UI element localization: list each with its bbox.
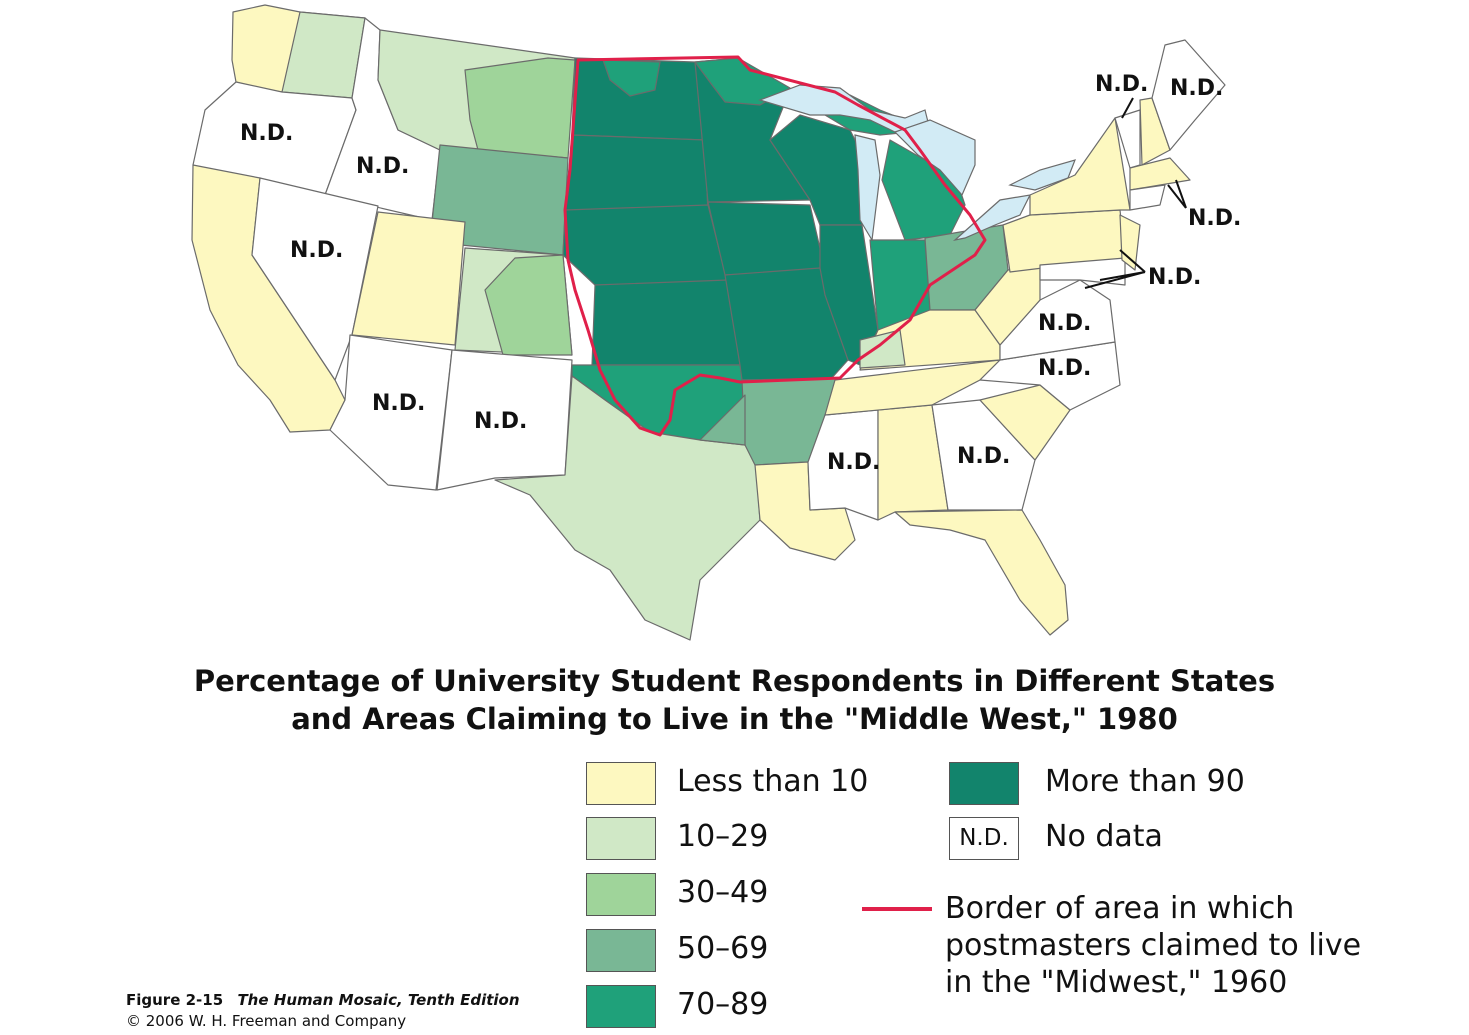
nd-label-north-carolina: N.D.	[1038, 356, 1091, 381]
state-maine	[1151, 39, 1226, 151]
state-nebraska	[562, 204, 729, 286]
nd-label-connecticut-ri: N.D.	[1188, 206, 1241, 231]
lake-ontario	[1008, 159, 1076, 191]
legend-swatch-more-90	[949, 762, 1019, 805]
state-colorado-east	[484, 254, 573, 356]
legend-label-50-69: 50–69	[677, 931, 769, 966]
state-connecticut	[1129, 184, 1166, 211]
nd-label-oregon: N.D.	[240, 121, 293, 146]
legend-swatch-less-10	[586, 762, 656, 805]
state-nevada	[251, 177, 379, 381]
legend-label-10-29: 10–29	[677, 819, 769, 854]
nd-label-idaho: N.D.	[356, 154, 409, 179]
state-massachusetts	[1129, 157, 1191, 191]
nd-label-georgia: N.D.	[957, 444, 1010, 469]
us-map: N.D. N.D. N.D. N.D. N.D. N.D. N.D. N.D. …	[191, 4, 1241, 641]
state-iowa	[707, 201, 826, 276]
legend-label-30-49: 30–49	[677, 875, 769, 910]
lake-huron	[893, 119, 976, 197]
legend-swatch-10-29	[586, 817, 656, 860]
legend-line-border	[862, 907, 932, 911]
nd-label-new-mexico: N.D.	[474, 409, 527, 434]
state-georgia	[931, 399, 1036, 511]
nd-label-mississippi: N.D.	[827, 450, 880, 475]
nd-label-arizona: N.D.	[372, 391, 425, 416]
nd-label-vermont: N.D.	[1095, 72, 1148, 97]
state-arkansas-west	[699, 394, 746, 446]
legend-swatch-30-49	[586, 873, 656, 916]
state-north-dakota-west	[602, 59, 661, 97]
map-title-line-1: Percentage of University Student Respond…	[193, 664, 1276, 698]
state-texas	[494, 375, 761, 641]
legend-label-less-10: Less than 10	[677, 764, 869, 799]
figure-label: Figure 2-15	[126, 991, 224, 1009]
midwest-1960-border	[563, 55, 987, 437]
lake-michigan	[854, 134, 881, 242]
legend-label-no-data: No data	[1045, 819, 1163, 854]
state-florida	[894, 509, 1069, 636]
figure-caption: Figure 2-15 The Human Mosaic, Tenth Edit…	[126, 991, 520, 1009]
legend-label-more-90: More than 90	[1045, 764, 1245, 799]
state-kansas	[591, 279, 741, 366]
map-title-line-2: and Areas Claiming to Live in the "Middl…	[291, 702, 1178, 736]
state-tennessee	[824, 359, 1001, 416]
nd-label-nevada: N.D.	[290, 238, 343, 263]
legend-swatch-70-89	[586, 985, 656, 1028]
leader-ct-ri	[1167, 179, 1187, 209]
legend-swatch-50-69	[586, 929, 656, 972]
nd-label-maryland-delaware: N.D.	[1148, 265, 1201, 290]
copyright: © 2006 W. H. Freeman and Company	[126, 1012, 407, 1030]
state-montana-east	[464, 57, 576, 159]
state-south-dakota	[564, 134, 709, 216]
leader-vermont	[1121, 97, 1134, 119]
legend-label-70-89: 70–89	[677, 987, 769, 1022]
state-new-york	[1029, 117, 1131, 216]
legend-swatch-no-data: N.D.	[949, 817, 1019, 860]
leader-md-de	[1084, 249, 1146, 289]
lake-erie	[952, 194, 1032, 242]
state-new-mexico	[436, 349, 573, 491]
state-new-jersey	[1119, 214, 1141, 271]
legend-label-border: Border of area in which postmasters clai…	[945, 891, 1362, 1000]
nd-label-virginia: N.D.	[1038, 311, 1091, 336]
nd-label-maine: N.D.	[1170, 76, 1223, 101]
book-title: The Human Mosaic, Tenth Edition	[237, 991, 520, 1009]
state-west-virginia	[974, 264, 1041, 346]
